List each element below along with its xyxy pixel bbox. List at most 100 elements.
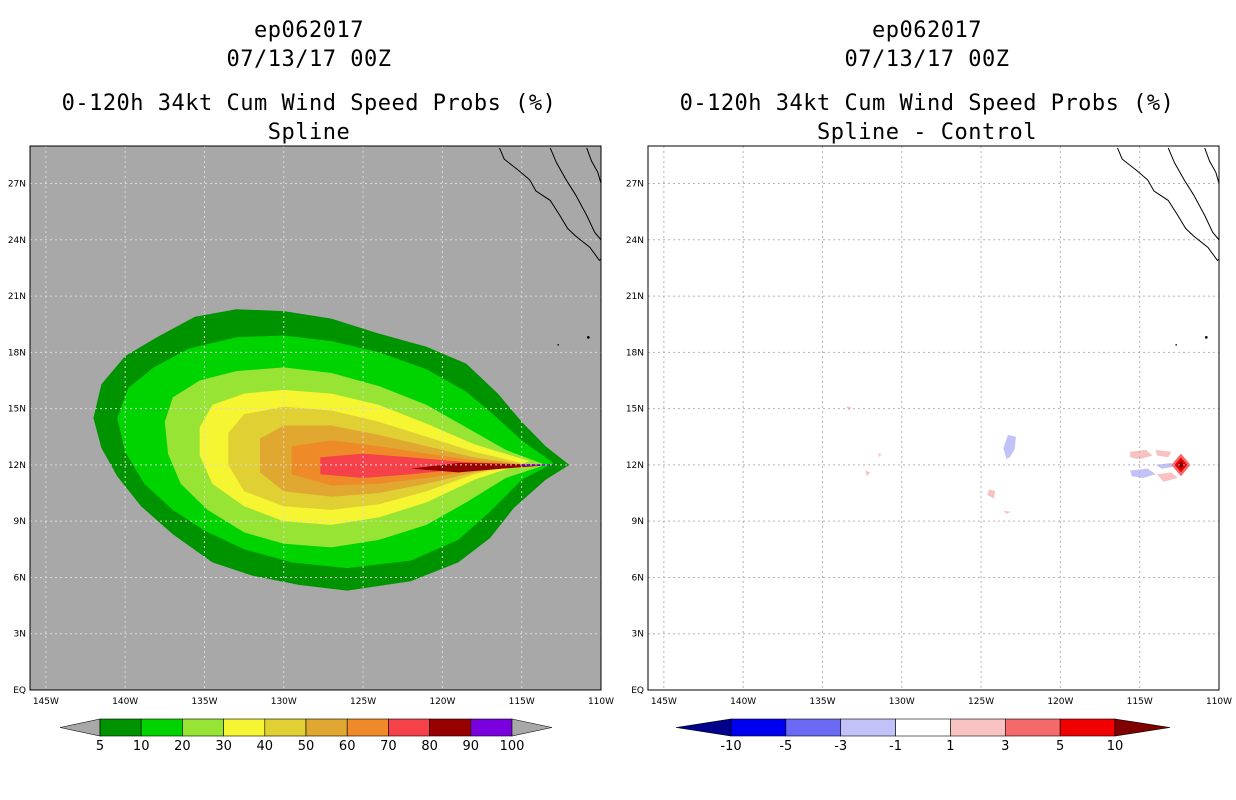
left-y-tick-EQ: EQ — [13, 686, 26, 696]
right-colorbar-label-1: 1 — [946, 739, 954, 754]
right-colorbar-box-3 — [895, 718, 951, 737]
right-colorbar-label--1: -1 — [889, 739, 902, 754]
right-storm-id: ep062017 — [872, 18, 982, 43]
right-colorbar-label--10: -10 — [720, 739, 741, 754]
right-contour-1 — [1130, 468, 1156, 478]
right-colorbar-label-3: 3 — [1001, 739, 1009, 754]
right-contour-10 — [1157, 472, 1178, 482]
right-colorbar-box-0 — [730, 718, 787, 737]
right-colorbar-label--3: -3 — [834, 739, 847, 754]
left-colorbar-label-10: 10 — [133, 739, 150, 754]
left-y-tick-15N: 15N — [8, 405, 26, 415]
left-colorbar-label-5: 5 — [96, 739, 104, 754]
right-plot: 145W 140W 135W 130W 125W 120W 115W 110W EQ 3N 6N 9N… — [626, 145, 1232, 754]
right-x-tick-145W: 145W — [651, 697, 677, 707]
left-island-1 — [587, 336, 590, 339]
right-x-tick-120W: 120W — [1047, 697, 1073, 707]
right-x-tick-115W: 115W — [1127, 697, 1153, 707]
left-storm-id: ep062017 — [254, 18, 364, 43]
left-x-tick-145W: 145W — [33, 697, 59, 707]
right-chart-subtitle: Spline - Control — [817, 120, 1037, 145]
left-coastline-mainland — [586, 147, 601, 184]
right-contour-6 — [987, 489, 996, 499]
right-contour-0 — [1003, 434, 1016, 460]
left-colorbar-box-5 — [305, 718, 348, 737]
left-y-tick-27N: 27N — [8, 180, 26, 190]
right-y-tick-12N: 12N — [626, 461, 644, 471]
left-y-tick-18N: 18N — [8, 348, 26, 358]
right-y-tick-21N: 21N — [626, 292, 644, 302]
right-island-1 — [1205, 336, 1208, 339]
right-colorbar-box-5 — [1004, 718, 1061, 737]
left-x-tick-120W: 120W — [429, 697, 455, 707]
right-colorbar-label--5: -5 — [779, 739, 792, 754]
left-x-tick-135W: 135W — [191, 697, 217, 707]
right-y-tick-EQ: EQ — [631, 686, 644, 696]
right-colorbar-low-arrow — [675, 718, 732, 737]
right-date: 07/13/17 00Z — [844, 47, 1010, 72]
left-colorbar-low-arrow — [59, 718, 101, 737]
left-chart-subtitle: Spline — [267, 120, 351, 145]
right-island-2 — [1175, 344, 1177, 346]
left-colorbar-box-3 — [223, 718, 266, 737]
left-x-tick-130W: 130W — [271, 697, 297, 707]
right-colorbar-label-10: 10 — [1107, 739, 1124, 754]
left-colorbar-label-60: 60 — [339, 739, 356, 754]
right-x-tick-110W: 110W — [1206, 697, 1232, 707]
left-coastline — [499, 147, 601, 262]
right-contour-13 — [1177, 461, 1185, 469]
right-y-tick-6N: 6N — [632, 573, 644, 583]
right-y-tick-3N: 3N — [632, 630, 644, 640]
left-panel-titles: ep062017 07/13/17 00Z 0-120h 34kt Cum Wi… — [29, 16, 589, 147]
left-chart-title: 0-120h 34kt Cum Wind Speed Probs (%) — [61, 91, 557, 116]
left-colorbar-label-70: 70 — [380, 739, 397, 754]
right-colorbar-box-2 — [840, 718, 896, 737]
left-colorbar-label-20: 20 — [174, 739, 191, 754]
right-contour-7 — [1003, 510, 1012, 514]
right-panel-titles: ep062017 07/13/17 00Z 0-120h 34kt Cum Wi… — [647, 16, 1207, 147]
left-colorbar-high-arrow — [511, 718, 553, 737]
left-y-tick-6N: 6N — [14, 573, 26, 583]
left-colorbar-label-50: 50 — [298, 739, 315, 754]
right-coastline-mainland — [1204, 147, 1219, 184]
left-x-tick-115W: 115W — [509, 697, 535, 707]
left-y-tick-12N: 12N — [8, 461, 26, 471]
left-date: 07/13/17 00Z — [226, 47, 392, 72]
left-colorbar-box-2 — [182, 718, 224, 737]
right-x-tick-140W: 140W — [730, 697, 756, 707]
right-y-tick-15N: 15N — [626, 405, 644, 415]
right-y-tick-27N: 27N — [626, 180, 644, 190]
left-colorbar-box-0 — [99, 718, 142, 737]
left-x-tick-110W: 110W — [588, 697, 614, 707]
right-x-tick-125W: 125W — [968, 697, 994, 707]
left-colorbar-label-100: 100 — [500, 739, 525, 754]
left-colorbar-box-4 — [264, 718, 307, 737]
left-colorbar-box-7 — [388, 718, 430, 737]
left-y-tick-9N: 9N — [14, 517, 26, 527]
right-colorbar-box-6 — [1059, 718, 1116, 737]
right-x-tick-135W: 135W — [809, 697, 835, 707]
right-colorbar-high-arrow — [1114, 718, 1171, 737]
left-contour-7 — [320, 453, 522, 478]
left-y-tick-3N: 3N — [14, 630, 26, 640]
left-colorbar-label-40: 40 — [257, 739, 274, 754]
right-y-tick-9N: 9N — [632, 517, 644, 527]
left-x-tick-140W: 140W — [112, 697, 138, 707]
right-plot-frame — [647, 145, 1220, 691]
right-colorbar-box-1 — [785, 718, 842, 737]
left-plot-frame — [29, 145, 602, 691]
right-colorbar-box-4 — [950, 718, 1006, 737]
left-island-2 — [557, 344, 559, 346]
left-colorbar-box-8 — [429, 718, 472, 737]
left-colorbar-label-90: 90 — [463, 739, 480, 754]
left-colorbar-box-9 — [470, 718, 513, 737]
right-chart-title: 0-120h 34kt Cum Wind Speed Probs (%) — [679, 91, 1175, 116]
right-plot-background — [648, 146, 1219, 690]
left-colorbar-box-6 — [346, 718, 389, 737]
right-contour-8 — [1130, 449, 1153, 460]
right-colorbar-label-5: 5 — [1056, 739, 1064, 754]
right-x-tick-130W: 130W — [889, 697, 915, 707]
left-colorbar-label-80: 80 — [421, 739, 438, 754]
right-contour-5 — [865, 470, 871, 477]
